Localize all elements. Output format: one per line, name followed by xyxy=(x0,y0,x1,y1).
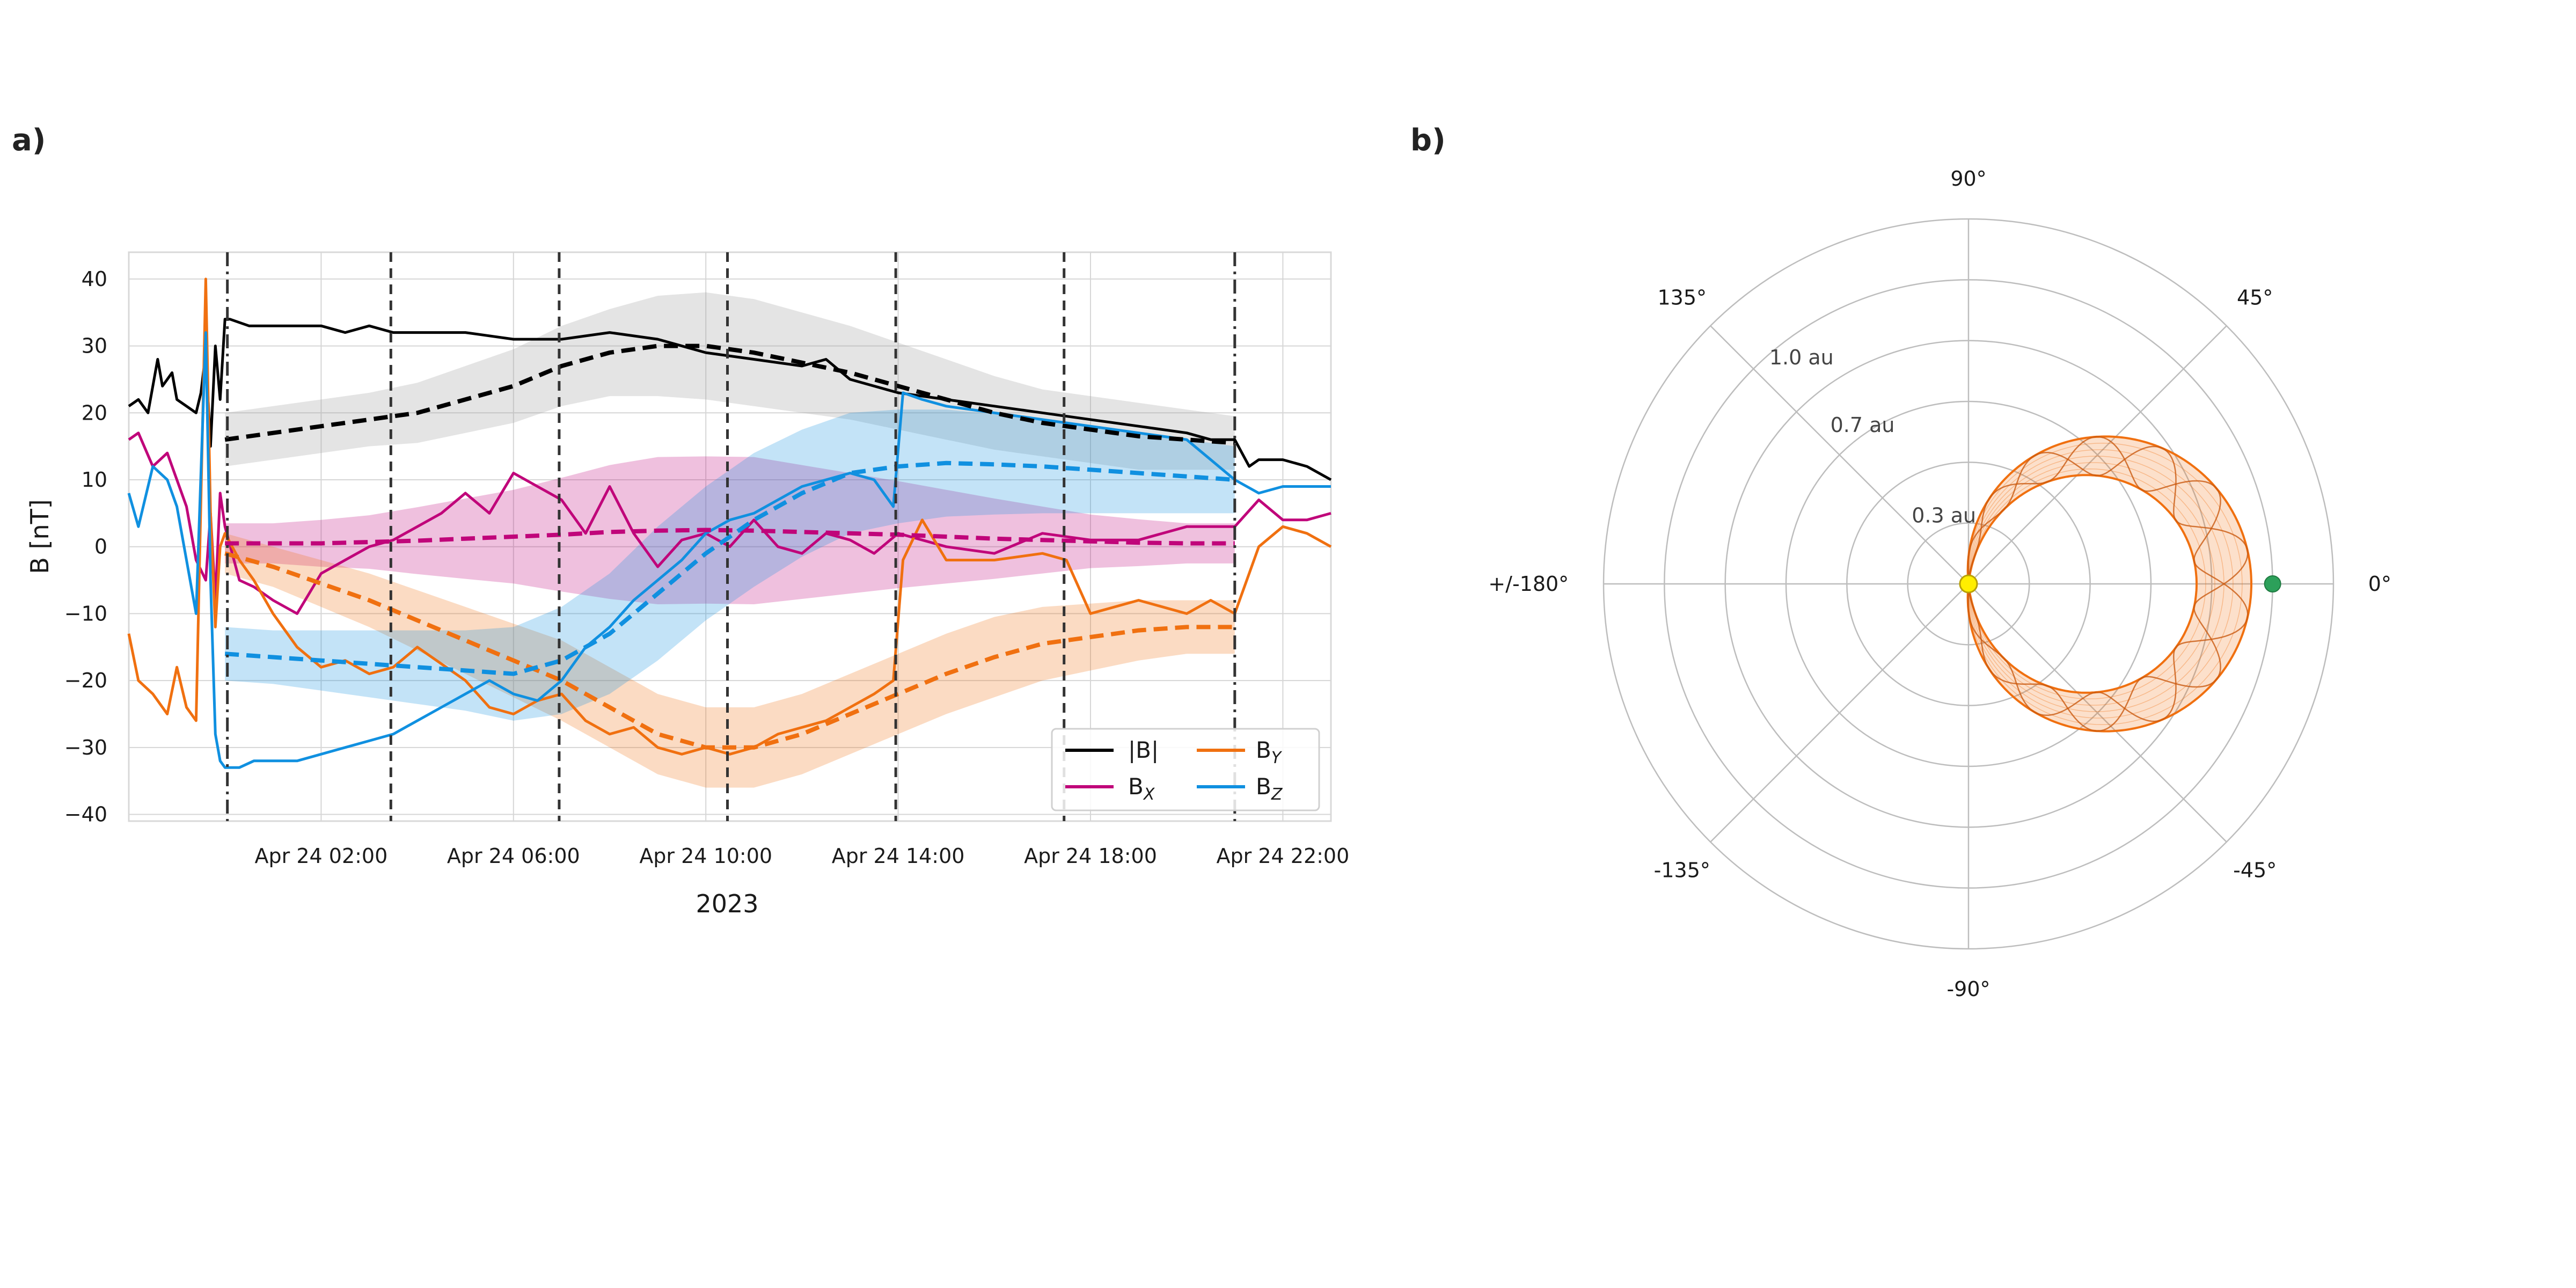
angle-label: 45° xyxy=(2237,286,2273,309)
sun-marker xyxy=(1959,574,1978,594)
y-tick-labels: 40 30 20 10 0 −10 −20 −30 −40 xyxy=(64,267,107,826)
ring-label: 0.7 au xyxy=(1831,413,1895,437)
angle-label: 90° xyxy=(1950,167,1986,191)
flux-rope-strand xyxy=(1967,436,2249,722)
flux-rope-hatch xyxy=(1967,442,2243,726)
model-by xyxy=(224,551,1235,750)
angle-label: -135° xyxy=(1654,859,1710,882)
polar-grid xyxy=(1602,218,2334,950)
y-tick-label: 0 xyxy=(94,535,107,559)
y-tick-label: −10 xyxy=(64,602,107,625)
panel-a-grid xyxy=(129,252,1331,821)
flux-rope-outer-edge xyxy=(1966,435,2252,733)
y-tick-label: 20 xyxy=(82,401,107,425)
polar-spoke xyxy=(1710,583,1969,843)
polar-spoke xyxy=(1968,583,2227,843)
panel-b-label: b) xyxy=(1410,123,1446,158)
observed-by xyxy=(127,277,1332,756)
y-tick-label: −30 xyxy=(64,736,107,759)
y-tick-label: 40 xyxy=(82,267,107,291)
boundary-lines xyxy=(226,252,1236,821)
x-tick-labels: Apr 24 02:00 Apr 24 06:00 Apr 24 10:00 Apr … xyxy=(255,844,1350,868)
polar-spoke xyxy=(1710,325,1969,584)
y-axis-label: B [nT] xyxy=(25,499,54,574)
flux-rope-hatch xyxy=(1968,462,2215,706)
flux-rope-inner-edge xyxy=(1967,474,2198,694)
legend-label-bx: BX xyxy=(1128,773,1155,804)
y-tick-label: 30 xyxy=(82,334,107,358)
band-by xyxy=(225,533,1235,788)
ring-labels: 0.3 au 0.7 au 1.0 au xyxy=(1769,346,1976,528)
x-tick-label: Apr 24 06:00 xyxy=(447,844,580,868)
angle-label: 135° xyxy=(1658,286,1707,309)
x-tick-label: Apr 24 18:00 xyxy=(1024,844,1157,868)
x-tick-label: Apr 24 22:00 xyxy=(1217,844,1350,868)
y-tick-label: −20 xyxy=(64,669,107,692)
flux-rope xyxy=(1966,435,2252,733)
angle-label: -45° xyxy=(2233,859,2277,882)
legend-box xyxy=(1051,728,1320,811)
angle-label: 0° xyxy=(2368,572,2391,596)
angle-label: -90° xyxy=(1946,977,1990,1001)
flux-rope-fill xyxy=(1967,436,2251,731)
legend-label-b: |B| xyxy=(1128,737,1159,763)
earth-marker xyxy=(2264,575,2281,592)
flux-rope-hatch xyxy=(1968,449,2234,719)
model-b xyxy=(224,343,1235,445)
panel-b: b) 90° 45° 0° -45° -90° -135° +/-180° 135° 0.3 … xyxy=(1410,123,2391,1001)
bodies xyxy=(1959,574,2281,594)
panel-a-label: a) xyxy=(12,123,46,158)
band-b xyxy=(225,292,1235,470)
x-axis-label: 2023 xyxy=(696,889,758,918)
model-bz xyxy=(224,460,1235,676)
x-tick-label: Apr 24 10:00 xyxy=(639,844,772,868)
angle-label: +/-180° xyxy=(1488,572,1569,596)
y-tick-label: −40 xyxy=(64,803,107,826)
legend-label-by: BY xyxy=(1256,737,1283,767)
band-bz xyxy=(225,409,1235,721)
legend-label-bz: BZ xyxy=(1256,773,1283,804)
model-series xyxy=(224,343,1235,750)
polar-spoke xyxy=(1968,325,2227,584)
flux-rope-hatch xyxy=(1968,468,2206,700)
ring-label: 1.0 au xyxy=(1769,346,1834,369)
x-tick-label: Apr 24 02:00 xyxy=(255,844,388,868)
observed-b xyxy=(128,318,1332,481)
x-tick-label: Apr 24 14:00 xyxy=(832,844,965,868)
y-tick-label: 10 xyxy=(82,468,107,492)
ring-label: 0.3 au xyxy=(1912,504,1976,528)
angle-labels: 90° 45° 0° -45° -90° -135° +/-180° 135° xyxy=(1488,167,2391,1001)
model-bx xyxy=(225,528,1235,546)
legend: |B| BY BX BZ xyxy=(1051,728,1320,811)
